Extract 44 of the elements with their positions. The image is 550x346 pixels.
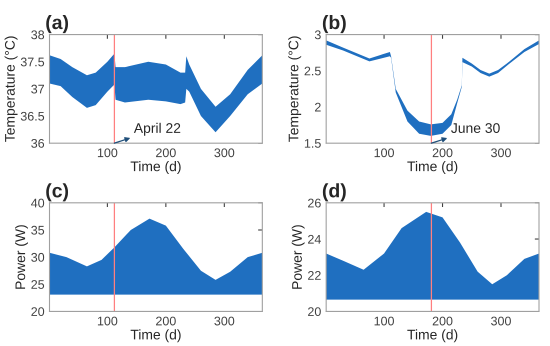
x-axis-title: Time (d) bbox=[407, 161, 458, 174]
y-tick-label: 1.5 bbox=[304, 139, 321, 148]
x-tick-label: 100 bbox=[98, 316, 118, 326]
annotation: June 30 bbox=[451, 123, 500, 133]
x-tick-label: 100 bbox=[374, 148, 394, 158]
y-tick-label: 36.5 bbox=[20, 112, 44, 121]
y-tick-label: 35 bbox=[31, 226, 44, 235]
chart-title: (d) bbox=[322, 183, 346, 202]
y-tick-label: 38 bbox=[31, 30, 44, 40]
y-tick-label: 37 bbox=[31, 84, 44, 94]
chart-title: (a) bbox=[46, 14, 68, 34]
x-tick-label: 200 bbox=[156, 148, 176, 158]
y-tick-label: 36 bbox=[31, 138, 44, 148]
y-axis-title: Temperature (°C) bbox=[288, 36, 302, 142]
y-axis-title: Power (W) bbox=[15, 225, 28, 289]
x-tick-label: 300 bbox=[491, 148, 511, 158]
y-tick-label: 22 bbox=[308, 271, 321, 280]
y-tick-label: 26 bbox=[308, 198, 321, 208]
x-tick-label: 200 bbox=[156, 316, 176, 326]
x-tick-label: 300 bbox=[491, 316, 511, 326]
y-tick-label: 3 bbox=[314, 30, 321, 40]
x-axis-title: Time (d) bbox=[130, 329, 181, 342]
y-tick-label: 40 bbox=[31, 198, 44, 208]
x-axis-title: Time (d) bbox=[407, 329, 458, 342]
y-tick-label: 25 bbox=[31, 280, 44, 289]
y-tick-label: 37.5 bbox=[20, 58, 44, 66]
x-axis-title: Time (d) bbox=[130, 161, 181, 174]
y-axis-title: Temperature (°C) bbox=[4, 36, 18, 142]
x-tick-label: 100 bbox=[98, 148, 118, 158]
x-tick-label: 300 bbox=[214, 148, 234, 158]
x-tick-label: 200 bbox=[432, 148, 452, 158]
x-tick-label: 300 bbox=[214, 316, 234, 326]
chart-title: (c) bbox=[46, 183, 68, 202]
y-tick-label: 30 bbox=[31, 252, 44, 262]
y-tick-label: 20 bbox=[31, 307, 44, 316]
x-tick-label: 200 bbox=[432, 316, 452, 326]
chart-title: (b) bbox=[322, 14, 346, 34]
y-tick-label: 24 bbox=[308, 234, 321, 244]
x-tick-label: 100 bbox=[374, 316, 394, 326]
y-tick-label: 20 bbox=[308, 307, 321, 316]
y-tick-label: 2 bbox=[314, 102, 321, 112]
annotation: April 22 bbox=[134, 122, 180, 136]
y-axis-title: Power (W) bbox=[292, 225, 305, 289]
y-tick-label: 2.5 bbox=[304, 66, 321, 76]
